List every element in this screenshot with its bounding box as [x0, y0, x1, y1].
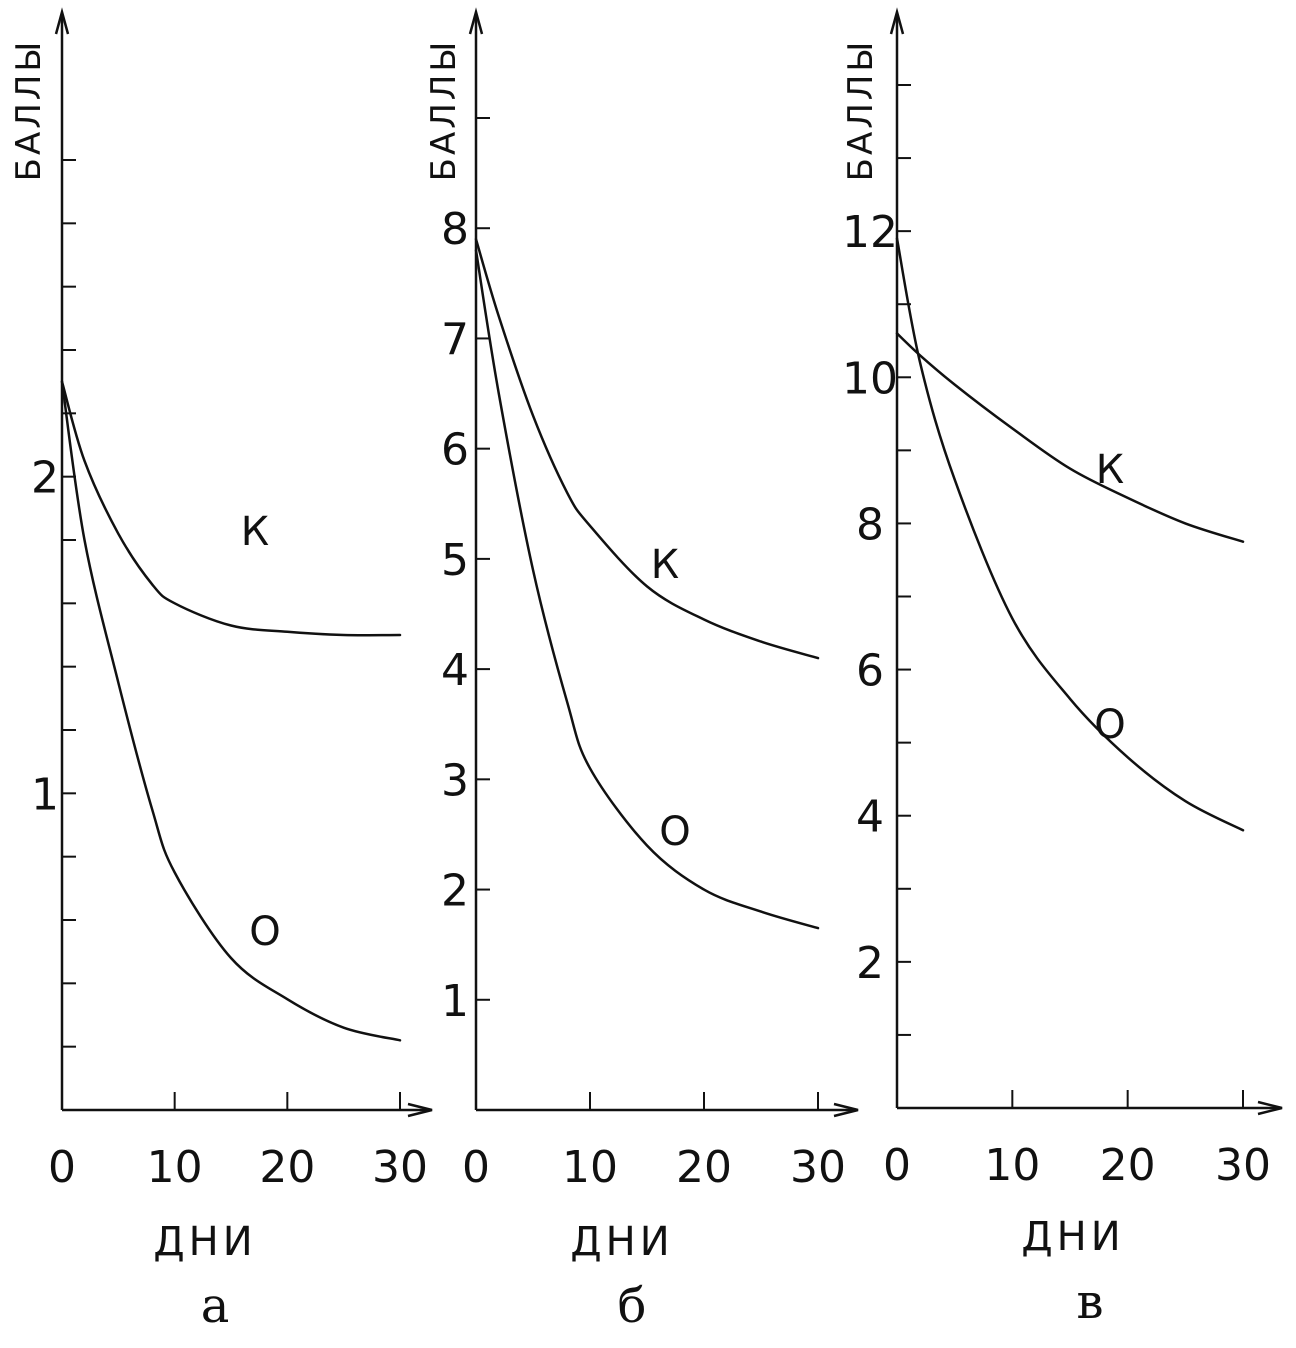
x-tick-label: 20 — [1100, 1140, 1156, 1191]
x-tick-label: 0 — [883, 1140, 911, 1191]
x-tick-label: 10 — [147, 1142, 203, 1193]
y-tick-label: 7 — [441, 314, 469, 365]
y-tick-label: 8 — [856, 499, 884, 550]
x-tick-label: 10 — [562, 1142, 618, 1193]
y-axis-arrow — [889, 7, 905, 35]
y-tick-label: 2 — [441, 866, 469, 917]
x-axis-label: ДНИ — [153, 1219, 256, 1265]
x-tick-label: 10 — [984, 1140, 1040, 1191]
y-tick-label: 1 — [441, 976, 469, 1027]
series-line-О — [474, 249, 820, 930]
series-line-О — [895, 237, 1245, 832]
y-axis-label: БАЛЛЫ — [424, 39, 464, 182]
x-axis-label: ДНИ — [1021, 1214, 1124, 1260]
y-tick-label: 12 — [842, 207, 898, 258]
panel-label: б — [618, 1278, 647, 1334]
series-line-К — [474, 237, 820, 660]
series-line-К — [60, 380, 402, 637]
chart-panel-2: 1 2 3 4 5 6 7 8 0 10 20 30 БАЛЛЫ ДНИ б К О — [424, 7, 859, 1334]
panel-label: в — [1076, 1274, 1103, 1330]
x-tick-label: 0 — [48, 1142, 76, 1193]
x-tick-label: 30 — [372, 1142, 428, 1193]
y-tick-label: 4 — [856, 792, 884, 843]
series-label: О — [659, 809, 690, 855]
y-tick-label: 1 — [31, 769, 59, 820]
x-axis-arrow — [1257, 1100, 1283, 1116]
x-tick-label: 0 — [462, 1142, 490, 1193]
y-axis-label: БАЛЛЫ — [841, 39, 881, 182]
series-label: К — [241, 509, 269, 555]
series-line-К — [895, 332, 1245, 543]
series-label: О — [249, 909, 280, 955]
y-tick-label: 5 — [441, 535, 469, 586]
x-axis-label: ДНИ — [570, 1219, 673, 1265]
y-tick-label: 6 — [856, 646, 884, 697]
series-label: К — [1096, 447, 1124, 493]
x-tick-label: 30 — [790, 1142, 846, 1193]
x-tick-label: 30 — [1215, 1140, 1271, 1191]
y-axis-arrow — [468, 7, 484, 35]
y-tick-label: 2 — [31, 453, 59, 504]
y-tick-label: 10 — [842, 353, 898, 404]
x-tick-label: 20 — [259, 1142, 315, 1193]
y-tick-label: 4 — [441, 645, 469, 696]
y-tick-label: 2 — [856, 938, 884, 989]
panel-label: а — [201, 1278, 230, 1334]
y-axis-arrow — [54, 7, 70, 35]
y-tick-label: 8 — [441, 204, 469, 255]
y-tick-label: 3 — [441, 755, 469, 806]
x-axis-arrow — [833, 1102, 859, 1118]
chart-panel-3: 2 4 6 8 10 12 0 10 20 30 БАЛЛЫ ДНИ в К О — [841, 7, 1283, 1330]
series-line-О — [60, 380, 402, 1042]
series-label: О — [1094, 702, 1125, 748]
x-tick-label: 20 — [676, 1142, 732, 1193]
series-label: К — [651, 542, 679, 588]
y-axis-label: БАЛЛЫ — [9, 39, 49, 182]
x-axis-arrow — [407, 1102, 433, 1118]
y-tick-label: 6 — [441, 425, 469, 476]
